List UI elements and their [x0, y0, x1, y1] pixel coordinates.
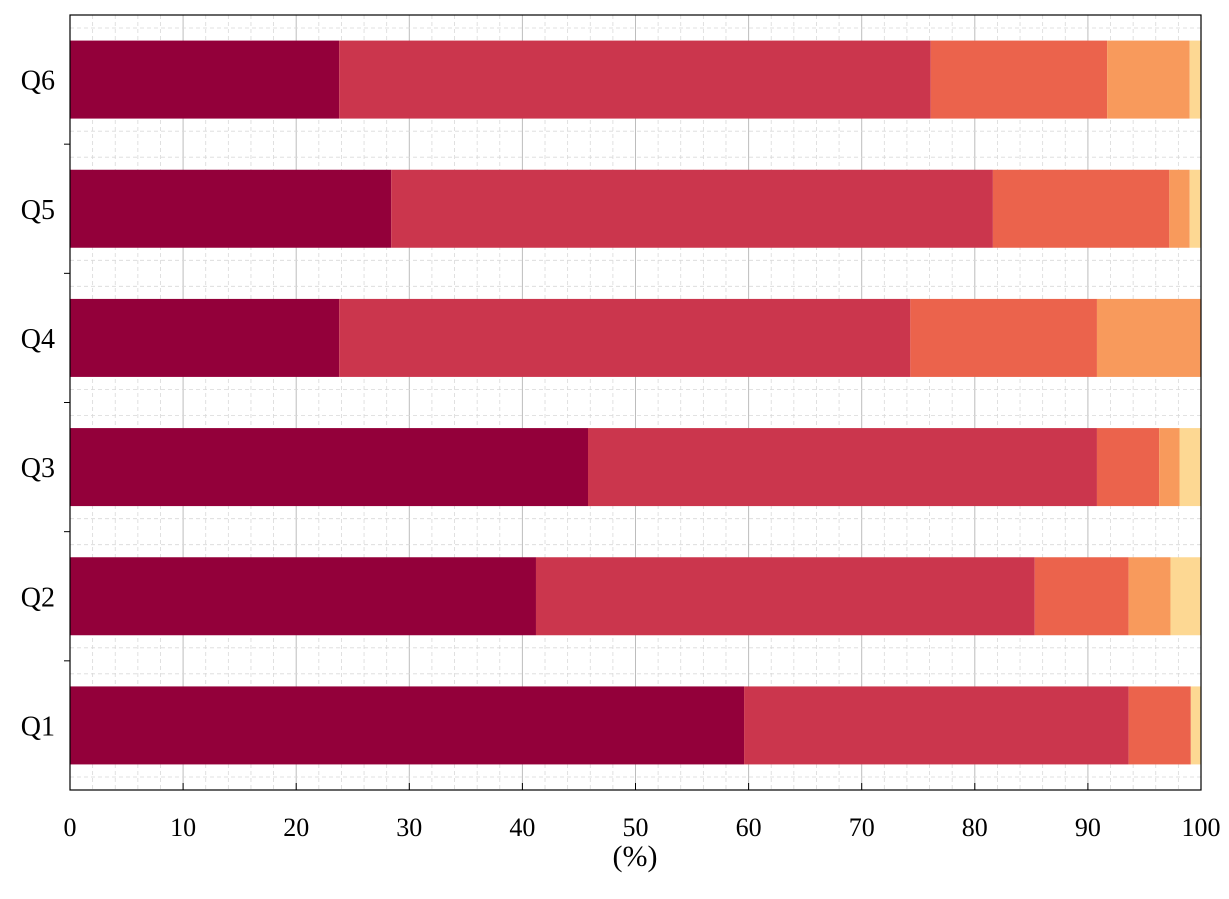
bar-segment-q3-4 — [1159, 428, 1180, 507]
category-label-q1: Q1 — [21, 711, 55, 742]
grid — [70, 15, 1201, 790]
bar-segment-q3-1 — [70, 428, 588, 507]
bar-segment-q5-4 — [1169, 169, 1190, 248]
category-label-q3: Q3 — [21, 453, 55, 484]
bar-segment-q2-1 — [70, 557, 536, 636]
y-category-labels: Q1 Q2 Q3 Q4 Q5 Q6 — [21, 66, 55, 743]
bar-segment-q6-5 — [1189, 40, 1201, 119]
bar-segment-q4-1 — [70, 298, 340, 377]
x-tick-label: 80 — [962, 813, 988, 842]
bar-segment-q4-3 — [910, 298, 1097, 377]
bar-segment-q1-3 — [1128, 686, 1191, 765]
bar-segment-q2-2 — [535, 557, 1035, 636]
x-tick-label: 50 — [623, 813, 649, 842]
bar-segment-q6-1 — [70, 40, 340, 119]
bar-segment-q4-4 — [1096, 298, 1201, 377]
x-tick-labels: 0 10 20 30 40 50 60 70 80 90 100 — [64, 813, 1221, 842]
bar-segment-q3-2 — [587, 428, 1097, 507]
x-axis-title: (%) — [613, 840, 658, 873]
bar-segment-q2-4 — [1128, 557, 1171, 636]
x-tick-label: 70 — [849, 813, 875, 842]
bar-segment-q3-5 — [1179, 428, 1201, 507]
category-label-q5: Q5 — [21, 195, 55, 226]
bar-segment-q5-1 — [70, 169, 392, 248]
bar-segment-q5-2 — [391, 169, 993, 248]
x-tick-label: 0 — [64, 813, 77, 842]
bar-segment-q1-5 — [1190, 686, 1201, 765]
bar-segment-q4-2 — [339, 298, 911, 377]
bar-segment-q1-1 — [70, 686, 745, 765]
bar-segment-q5-5 — [1189, 169, 1201, 248]
x-tick-label: 10 — [170, 813, 196, 842]
category-label-q2: Q2 — [21, 582, 55, 613]
bar-segment-q5-3 — [992, 169, 1170, 248]
bar-segment-q6-3 — [930, 40, 1108, 119]
x-tick-label: 90 — [1075, 813, 1101, 842]
category-label-q4: Q4 — [21, 324, 55, 355]
x-tick-label: 60 — [736, 813, 762, 842]
bar-segment-q6-4 — [1107, 40, 1190, 119]
bars — [70, 40, 1201, 765]
bar-segment-q2-5 — [1170, 557, 1201, 636]
bar-segment-q1-2 — [744, 686, 1129, 765]
bar-segment-q3-3 — [1096, 428, 1160, 507]
x-tick-label: 100 — [1182, 813, 1221, 842]
x-tick-label: 20 — [283, 813, 309, 842]
bar-segment-q2-3 — [1034, 557, 1129, 636]
category-label-q6: Q6 — [21, 66, 55, 97]
ticks — [64, 143, 1202, 790]
x-tick-label: 30 — [396, 813, 422, 842]
bar-segment-q6-2 — [339, 40, 931, 119]
x-tick-label: 40 — [509, 813, 535, 842]
